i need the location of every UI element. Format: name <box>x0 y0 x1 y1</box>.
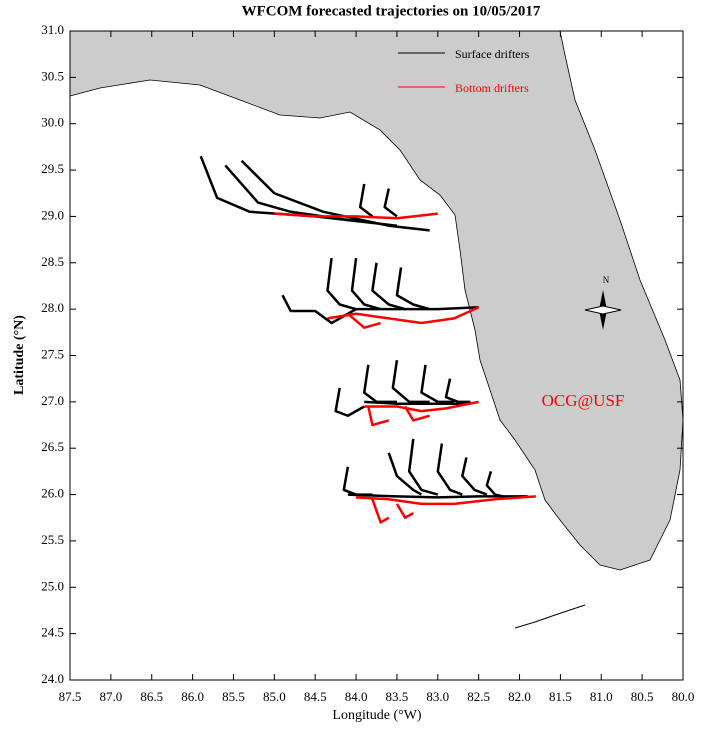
x-tick-label: 84.5 <box>304 689 327 704</box>
trajectory <box>281 294 479 325</box>
trajectory <box>444 378 471 404</box>
trajectory <box>485 471 504 498</box>
x-tick-label: 87.0 <box>99 689 122 704</box>
trajectory <box>436 443 463 496</box>
trajectory <box>364 400 479 413</box>
trajectory <box>420 364 455 404</box>
y-tick-label: 29.5 <box>41 161 64 176</box>
x-tick-label: 81.5 <box>549 689 572 704</box>
compass-label: N <box>603 275 610 285</box>
y-tick-label: 24.5 <box>41 625 64 640</box>
y-tick-label: 31.0 <box>41 22 64 37</box>
chart-title: WFCOM forecasted trajectories on 10/05/2… <box>242 3 541 19</box>
keys <box>514 604 586 629</box>
x-tick-label: 80.0 <box>672 689 695 704</box>
land <box>69 30 684 571</box>
x-tick-label: 87.5 <box>59 689 82 704</box>
x-tick-label: 84.0 <box>345 689 368 704</box>
trajectory <box>347 312 381 329</box>
trajectory <box>391 359 430 404</box>
x-tick-label: 82.5 <box>467 689 490 704</box>
y-tick-label: 26.5 <box>41 439 64 454</box>
y-tick-label: 24.0 <box>41 671 64 686</box>
trajectory <box>274 212 438 220</box>
y-tick-label: 27.0 <box>41 393 64 408</box>
y-tick-label: 28.5 <box>41 254 64 269</box>
x-tick-label: 83.5 <box>386 689 409 704</box>
trajectory <box>342 466 373 496</box>
x-tick-label: 83.0 <box>426 689 449 704</box>
trajectory <box>407 438 439 496</box>
x-tick-label: 85.0 <box>263 689 286 704</box>
trajectory <box>358 183 374 218</box>
y-tick-label: 25.0 <box>41 578 64 593</box>
y-tick-label: 25.5 <box>41 532 64 547</box>
x-axis-label: Longitude (°W) <box>332 708 422 723</box>
x-tick-label: 86.5 <box>140 689 163 704</box>
y-tick-label: 27.5 <box>41 346 64 361</box>
y-tick-label: 30.0 <box>41 115 64 130</box>
compass-cross <box>584 305 622 315</box>
trajectory <box>383 188 398 218</box>
x-tick-label: 82.0 <box>508 689 531 704</box>
y-tick-label: 30.5 <box>41 68 64 83</box>
trajectory <box>404 405 430 422</box>
y-tick-label: 29.0 <box>41 207 64 222</box>
legend-label: Surface drifters <box>455 47 530 61</box>
trajectory <box>395 503 414 519</box>
trajectory <box>387 452 423 496</box>
trajectory <box>326 257 357 311</box>
trajectory <box>224 164 357 223</box>
trajectory <box>334 387 365 418</box>
y-tick-label: 28.0 <box>41 300 64 315</box>
trajectory <box>350 257 381 311</box>
trajectory <box>240 159 430 232</box>
trajectory <box>461 457 488 496</box>
y-tick-label: 26.0 <box>41 486 64 501</box>
trajectory <box>395 267 430 311</box>
trajectory <box>367 406 390 427</box>
trajectory <box>355 495 536 506</box>
y-axis-label: Latitude (°N) <box>12 315 27 395</box>
x-tick-label: 86.0 <box>181 689 204 704</box>
x-tick-label: 85.5 <box>222 689 245 704</box>
trajectory <box>327 306 480 325</box>
trajectory <box>371 498 390 524</box>
annotation: OCG@USF <box>542 391 625 410</box>
x-tick-label: 80.5 <box>631 689 654 704</box>
x-tick-label: 81.0 <box>590 689 613 704</box>
trajectory <box>362 364 397 404</box>
legend-label: Bottom drifters <box>455 81 529 95</box>
trajectory <box>364 400 471 405</box>
trajectory <box>347 493 528 499</box>
trajectory <box>371 262 406 311</box>
compass: N <box>584 275 622 330</box>
